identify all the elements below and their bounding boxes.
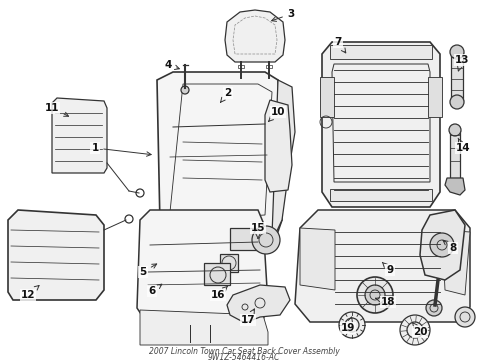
Text: 9: 9 xyxy=(382,262,393,275)
Text: 11: 11 xyxy=(45,103,68,116)
Circle shape xyxy=(399,315,429,345)
Polygon shape xyxy=(271,80,294,240)
Text: 4: 4 xyxy=(164,60,179,70)
Bar xyxy=(329,45,431,59)
Polygon shape xyxy=(226,285,289,323)
Text: 2: 2 xyxy=(220,88,231,102)
Polygon shape xyxy=(441,230,469,295)
Polygon shape xyxy=(140,310,267,345)
Text: 17: 17 xyxy=(240,309,255,325)
Circle shape xyxy=(449,95,463,109)
Text: 12: 12 xyxy=(20,285,39,300)
Circle shape xyxy=(429,233,453,257)
Text: 2007 Lincoln Town Car Seat Back Cover Assembly: 2007 Lincoln Town Car Seat Back Cover As… xyxy=(148,347,339,356)
Bar xyxy=(203,263,229,285)
Circle shape xyxy=(364,285,384,305)
Polygon shape xyxy=(52,98,107,173)
Polygon shape xyxy=(294,210,469,322)
Circle shape xyxy=(425,300,441,316)
Polygon shape xyxy=(299,228,334,290)
Polygon shape xyxy=(137,210,267,320)
Bar xyxy=(220,254,238,272)
Text: 3: 3 xyxy=(271,9,294,21)
Text: 7: 7 xyxy=(334,37,345,53)
Text: 15: 15 xyxy=(250,223,264,238)
Polygon shape xyxy=(8,210,104,300)
Polygon shape xyxy=(321,42,439,207)
Bar xyxy=(238,65,244,68)
Text: 13: 13 xyxy=(454,55,468,71)
Text: 14: 14 xyxy=(455,138,469,153)
Circle shape xyxy=(251,226,280,254)
Polygon shape xyxy=(264,100,291,192)
Bar xyxy=(329,189,431,201)
Bar xyxy=(450,52,462,102)
Bar xyxy=(265,65,271,68)
Text: 18: 18 xyxy=(375,297,394,307)
Circle shape xyxy=(454,307,474,327)
Text: 16: 16 xyxy=(210,286,227,300)
Text: 20: 20 xyxy=(411,323,427,337)
Polygon shape xyxy=(419,210,464,280)
Polygon shape xyxy=(157,72,282,240)
Polygon shape xyxy=(444,178,464,195)
Text: 19: 19 xyxy=(340,317,354,333)
Circle shape xyxy=(448,124,460,136)
Circle shape xyxy=(181,86,189,94)
Circle shape xyxy=(356,277,392,313)
Circle shape xyxy=(449,45,463,59)
Text: 9W1Z-5464416-AC: 9W1Z-5464416-AC xyxy=(207,354,280,360)
Text: 6: 6 xyxy=(148,284,162,296)
Bar xyxy=(229,228,258,250)
Bar xyxy=(449,130,459,178)
Bar xyxy=(319,77,333,117)
Text: 8: 8 xyxy=(442,240,456,253)
Polygon shape xyxy=(224,10,285,62)
Bar xyxy=(427,77,441,117)
Text: 5: 5 xyxy=(139,264,156,277)
Text: 10: 10 xyxy=(268,107,285,121)
Circle shape xyxy=(338,312,364,338)
Text: 1: 1 xyxy=(91,143,151,156)
